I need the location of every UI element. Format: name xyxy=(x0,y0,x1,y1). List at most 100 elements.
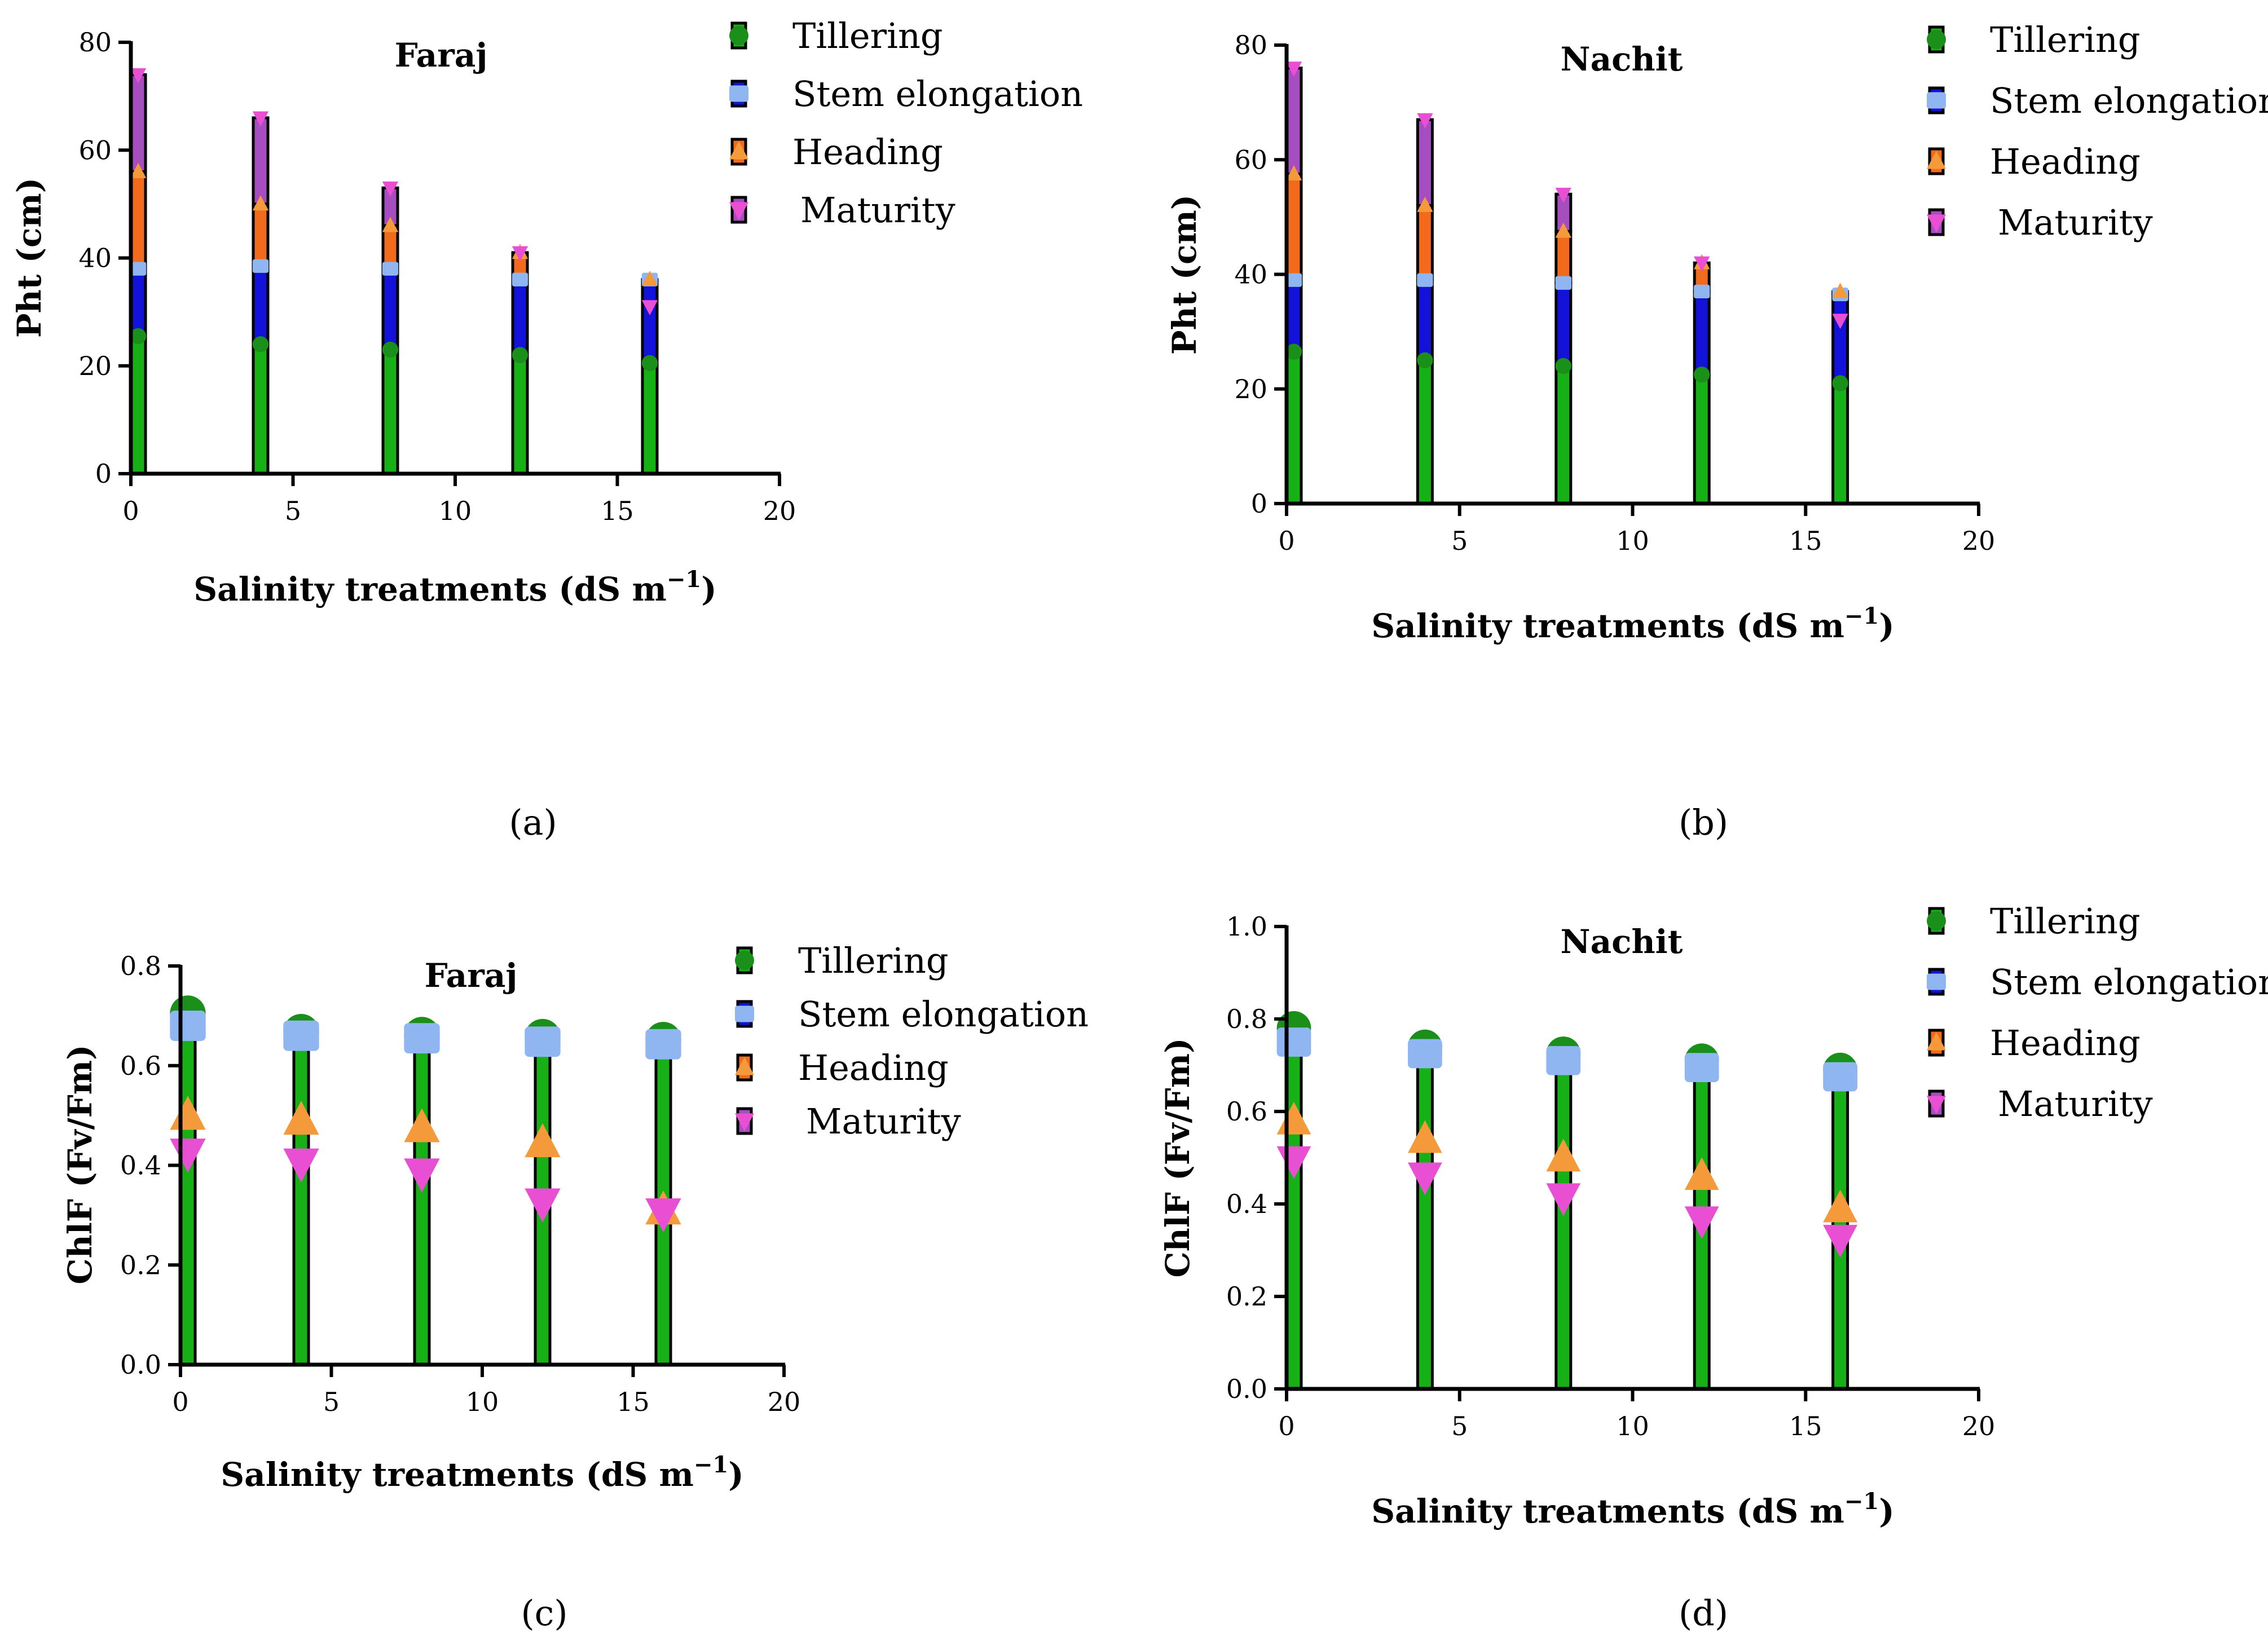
panel-d-y-tick-label-5: 1.0 xyxy=(1226,911,1267,942)
panel-d-axes xyxy=(1274,925,1980,1401)
panel-c: 0 5 10 15 20 0.0 0.2 0.4 0.6 0.8 Faraj Tillering S… xyxy=(61,940,1089,1634)
panel-b-point-maturity-4 xyxy=(1832,314,1848,329)
panel-b-bar-tillering-2 xyxy=(1554,364,1573,505)
panel-a-x-label-main: Salinity treatments (dS m xyxy=(193,570,667,608)
panel-c-point-stem-elongation-4 xyxy=(645,1029,681,1060)
panel-b-bar-maturity-1 xyxy=(1416,118,1434,208)
panel-a-bar-stem-elongation-4 xyxy=(641,278,659,365)
panel-d-x-label: Salinity treatments (dS m−1) xyxy=(1371,1488,1894,1530)
panel-a-bar-tillering-4 xyxy=(641,361,659,475)
panel-c-legend-marker-tillering xyxy=(735,951,754,970)
panel-a-axes xyxy=(118,41,781,486)
panel-c-legend-label-tillering: Tillering xyxy=(798,940,949,981)
panel-d-point-heading-3 xyxy=(1684,1157,1719,1190)
panel-a-ticks: 0 5 10 15 20 0 20 40 60 80 xyxy=(78,27,796,526)
panel-b-point-heading-1 xyxy=(1417,196,1433,212)
panel-a-point-tillering-1 xyxy=(252,336,269,352)
panel-a-y-tick-label-2: 40 xyxy=(78,243,112,273)
panel-a-point-heading-1 xyxy=(252,195,269,211)
panel-d-bar-tillering-2 xyxy=(1554,1052,1573,1391)
panel-a-bar-stem-elongation-0 xyxy=(129,267,147,338)
panel-d: 0 5 10 15 20 0.0 0.2 0.4 0.6 0.8 1.0 Nachit Tiller… xyxy=(1159,901,2268,1634)
panel-d-point-heading-0 xyxy=(1276,1101,1311,1135)
panel-d-title: Nachit xyxy=(1561,923,1683,961)
panel-c-point-maturity-4 xyxy=(645,1198,681,1233)
panel-b-point-heading-0 xyxy=(1285,165,1302,181)
panel-b-y-tick-label-4: 80 xyxy=(1234,30,1267,60)
panel-b-x-tick-label-4: 20 xyxy=(1962,526,1996,556)
panel-b-x-tick-label-3: 15 xyxy=(1789,526,1822,556)
panel-b-caption: (b) xyxy=(1679,802,1728,843)
panel-d-y-tick-label-3: 0.6 xyxy=(1226,1096,1267,1127)
panel-c-point-stem-elongation-0 xyxy=(170,1011,206,1041)
panel-a-x-label: Salinity treatments (dS m−1) xyxy=(193,566,716,608)
panel-a-bar-tillering-0 xyxy=(129,334,147,475)
panel-d-point-stem-elongation-1 xyxy=(1408,1039,1442,1069)
panel-d-point-maturity-0 xyxy=(1276,1146,1311,1179)
panel-c-x-tick-label-1: 5 xyxy=(323,1387,340,1417)
panel-d-y-tick-label-1: 0.2 xyxy=(1226,1281,1267,1312)
panel-b-y-tick-label-2: 40 xyxy=(1234,259,1267,290)
panel-c-title: Faraj xyxy=(425,956,518,995)
panel-d-x-tick-label-0: 0 xyxy=(1278,1411,1294,1441)
panel-a-point-heading-4 xyxy=(641,271,658,286)
panel-d-legend-marker-heading xyxy=(1927,1032,1946,1051)
panel-d-x-tick-label-4: 20 xyxy=(1962,1411,1996,1441)
panel-b-legend-label-heading: Heading xyxy=(1990,141,2141,182)
panel-c-point-stem-elongation-1 xyxy=(283,1020,319,1051)
panel-a-bar-stem-elongation-3 xyxy=(511,278,529,357)
panel-a-point-maturity-4 xyxy=(641,300,658,316)
panel-c-legend: Tillering Stem elongation Heading Maturity xyxy=(735,940,1089,1142)
panel-d-point-heading-4 xyxy=(1823,1189,1857,1223)
panel-a-bar-heading-0 xyxy=(129,170,147,271)
panel-c-caption: (c) xyxy=(521,1592,567,1634)
panel-a-legend-marker-tillering xyxy=(729,26,748,45)
panel-a-point-stem-elongation-3 xyxy=(512,272,529,286)
panel-b-x-label-main: Salinity treatments (dS m xyxy=(1371,607,1844,645)
panel-a-point-tillering-0 xyxy=(130,328,147,345)
panel-b-point-stem-elongation-3 xyxy=(1693,284,1710,299)
panel-a-markers xyxy=(130,68,658,372)
panel-b-bar-heading-1 xyxy=(1416,204,1434,282)
panel-d-legend-marker-stem-elongation xyxy=(1927,973,1946,990)
panel-a-bar-maturity-1 xyxy=(252,116,270,206)
panel-b-x-tick-label-0: 0 xyxy=(1278,526,1294,556)
panel-b-point-stem-elongation-1 xyxy=(1417,273,1433,287)
panel-c-legend-marker-maturity xyxy=(735,1113,754,1132)
panel-b-bar-stem-elongation-0 xyxy=(1285,279,1303,354)
panel-c-ticks: 0 5 10 15 20 0.0 0.2 0.4 0.6 0.8 xyxy=(120,951,800,1417)
panel-a-point-heading-2 xyxy=(382,217,399,232)
panel-d-y-label: ChlF (Fv/Fm) xyxy=(1159,1038,1197,1277)
panel-c-y-tick-label-1: 0.2 xyxy=(120,1250,161,1280)
panel-d-point-maturity-1 xyxy=(1408,1162,1442,1195)
panel-d-ticks: 0 5 10 15 20 0.0 0.2 0.4 0.6 0.8 1.0 xyxy=(1226,911,1995,1441)
panel-c-y-tick-label-0: 0.0 xyxy=(120,1349,161,1380)
panel-b-legend: Tillering Stem elongation Heading Maturity xyxy=(1927,19,2268,243)
panel-b-y-tick-label-3: 60 xyxy=(1234,144,1267,175)
panel-a-x-tick-label-3: 15 xyxy=(601,496,634,526)
panel-c-bar-tillering-0 xyxy=(179,1012,197,1366)
panel-b-markers xyxy=(1285,61,1848,391)
panel-a-point-maturity-0 xyxy=(130,68,147,83)
panel-a-bar-stem-elongation-2 xyxy=(381,267,399,351)
panel-a-y-tick-label-1: 20 xyxy=(78,351,112,381)
panel-b-x-label-sup: −1 xyxy=(1844,603,1879,629)
panel-b-bar-tillering-1 xyxy=(1416,359,1434,505)
panel-b-y-tick-label-1: 20 xyxy=(1234,374,1267,404)
panel-c-x-label-sup: −1 xyxy=(694,1452,728,1478)
panel-b-x-label: Salinity treatments (dS m−1) xyxy=(1371,603,1894,645)
panel-a-legend-label-heading: Heading xyxy=(792,131,943,173)
panel-a-x-label-close: ) xyxy=(701,570,716,608)
panel-a-legend-label-maturity: Maturity xyxy=(800,189,955,231)
panel-a-point-stem-elongation-0 xyxy=(130,262,147,276)
panel-b-bar-stem-elongation-4 xyxy=(1831,293,1849,385)
panel-a-point-tillering-4 xyxy=(641,355,658,372)
panel-a-y-label: Pht (cm) xyxy=(10,178,49,338)
panel-d-x-tick-label-1: 5 xyxy=(1451,1411,1468,1441)
panel-a-y-tick-label-4: 80 xyxy=(78,27,112,58)
panel-a-point-stem-elongation-2 xyxy=(382,262,399,276)
panel-b-x-tick-label-2: 10 xyxy=(1616,526,1649,556)
panel-a-point-tillering-2 xyxy=(382,341,399,358)
panel-a-legend-marker-stem-elongation xyxy=(729,85,748,102)
